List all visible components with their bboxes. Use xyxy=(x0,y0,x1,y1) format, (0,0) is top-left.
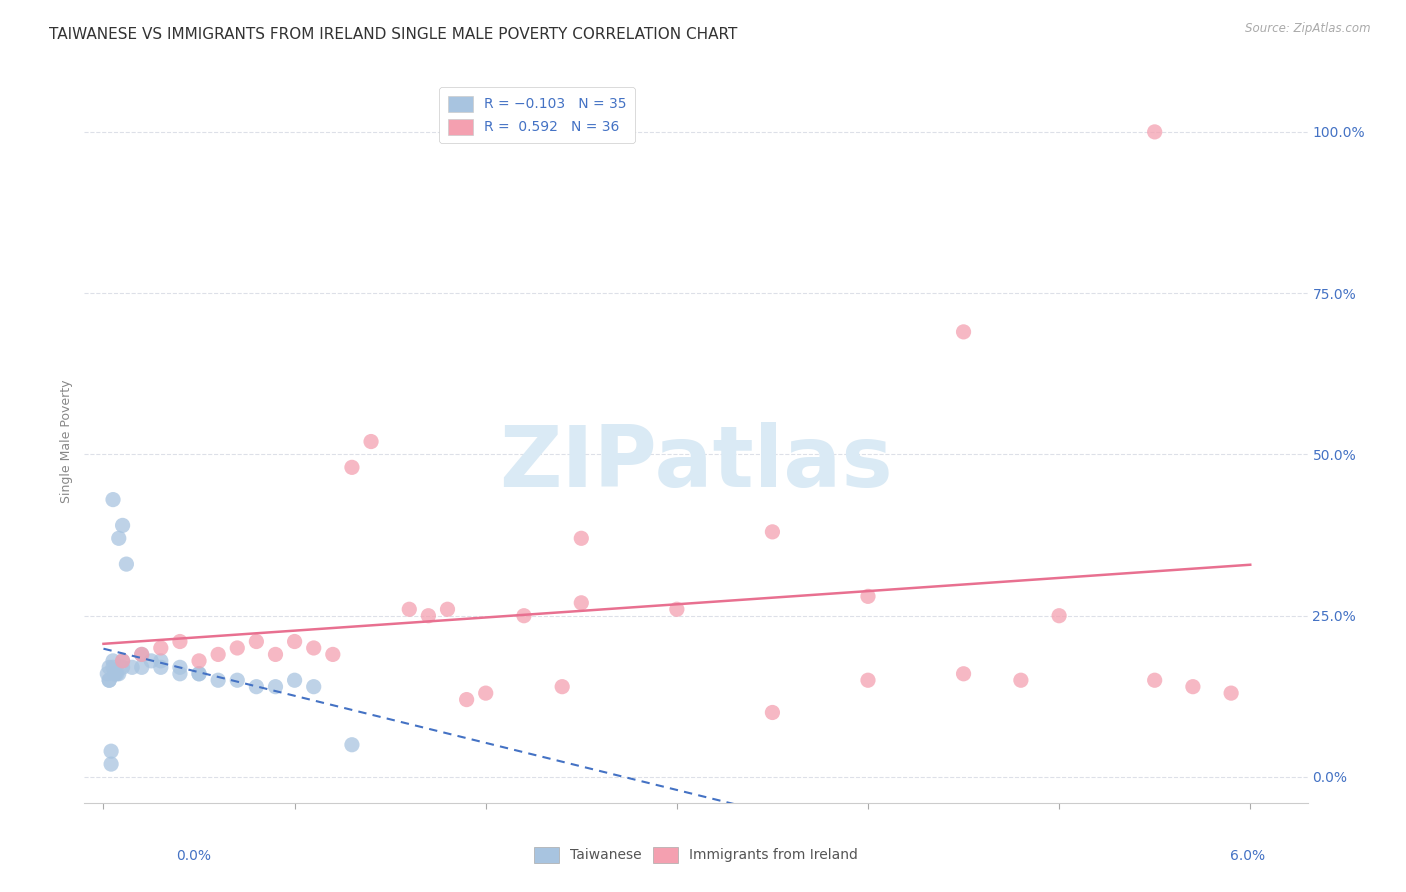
Point xyxy=(111,518,134,533)
Point xyxy=(101,492,124,507)
Point xyxy=(856,673,879,688)
Point xyxy=(149,640,172,655)
Point xyxy=(226,673,249,688)
Point xyxy=(169,666,191,681)
Point xyxy=(100,744,122,758)
Point xyxy=(952,666,974,681)
Point xyxy=(100,757,122,772)
Point xyxy=(141,654,163,668)
Point xyxy=(474,686,496,700)
Point xyxy=(101,660,124,674)
Point xyxy=(96,666,118,681)
Point xyxy=(761,524,783,539)
Text: 6.0%: 6.0% xyxy=(1230,849,1265,863)
Point xyxy=(1143,673,1166,688)
Point xyxy=(107,666,129,681)
Point xyxy=(105,666,128,681)
Point xyxy=(111,660,134,674)
Legend: Taiwanese, Immigrants from Ireland: Taiwanese, Immigrants from Ireland xyxy=(529,841,863,868)
Point xyxy=(302,680,325,694)
Point xyxy=(569,531,592,545)
Point xyxy=(360,434,382,449)
Point xyxy=(761,706,783,720)
Point xyxy=(107,531,129,545)
Point xyxy=(340,738,363,752)
Point xyxy=(111,654,134,668)
Point xyxy=(207,673,229,688)
Point xyxy=(551,680,574,694)
Point xyxy=(322,648,344,662)
Point xyxy=(121,660,143,674)
Point xyxy=(569,596,592,610)
Point xyxy=(456,692,478,706)
Point xyxy=(98,660,121,674)
Point xyxy=(98,673,121,688)
Point xyxy=(264,680,287,694)
Point xyxy=(340,460,363,475)
Point xyxy=(1181,680,1204,694)
Point xyxy=(398,602,420,616)
Point xyxy=(1010,673,1032,688)
Point xyxy=(1143,125,1166,139)
Point xyxy=(98,673,121,688)
Point xyxy=(284,673,307,688)
Point xyxy=(115,557,138,571)
Point xyxy=(101,654,124,668)
Point xyxy=(245,680,267,694)
Point xyxy=(188,666,211,681)
Point xyxy=(188,666,211,681)
Point xyxy=(104,666,127,681)
Point xyxy=(418,608,440,623)
Text: 0.0%: 0.0% xyxy=(176,849,211,863)
Point xyxy=(264,648,287,662)
Text: ZIPatlas: ZIPatlas xyxy=(499,422,893,505)
Point xyxy=(169,660,191,674)
Point xyxy=(513,608,536,623)
Point xyxy=(131,648,153,662)
Point xyxy=(245,634,267,648)
Point xyxy=(149,654,172,668)
Point xyxy=(226,640,249,655)
Point xyxy=(104,666,127,681)
Point xyxy=(302,640,325,655)
Point xyxy=(1047,608,1070,623)
Point xyxy=(149,660,172,674)
Point xyxy=(665,602,688,616)
Point xyxy=(856,590,879,604)
Text: Source: ZipAtlas.com: Source: ZipAtlas.com xyxy=(1246,22,1371,36)
Point xyxy=(952,325,974,339)
Point xyxy=(169,634,191,648)
Point xyxy=(131,660,153,674)
Y-axis label: Single Male Poverty: Single Male Poverty xyxy=(60,380,73,503)
Point xyxy=(131,648,153,662)
Point xyxy=(1220,686,1243,700)
Point xyxy=(111,654,134,668)
Point xyxy=(207,648,229,662)
Point xyxy=(188,654,211,668)
Point xyxy=(436,602,458,616)
Text: TAIWANESE VS IMMIGRANTS FROM IRELAND SINGLE MALE POVERTY CORRELATION CHART: TAIWANESE VS IMMIGRANTS FROM IRELAND SIN… xyxy=(49,27,738,42)
Point xyxy=(284,634,307,648)
